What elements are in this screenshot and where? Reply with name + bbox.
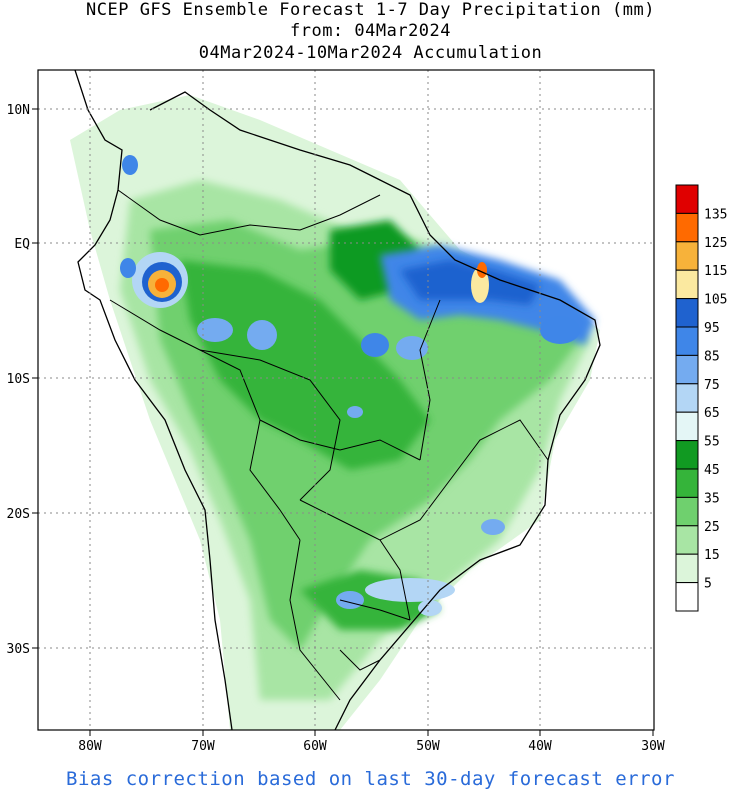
- precipitation-legend: 135 125 115 105 95 85 75 65 55 45 35 25 15 5: [675, 184, 727, 612]
- legend-label: 135: [704, 207, 727, 222]
- precip-65-75-south: [365, 578, 455, 602]
- bias-correction-note: Bias correction based on last 30-day for…: [66, 768, 675, 790]
- precip-75-85-patch-6: [481, 519, 505, 535]
- lat-tick-30s: 30S: [7, 642, 30, 657]
- map-title-line-1: NCEP GFS Ensemble Forecast 1-7 Day Preci…: [86, 0, 655, 20]
- precip-65-75-patch-8: [418, 600, 442, 616]
- legend-label: 55: [704, 435, 720, 450]
- precip-75-85-patch-4: [396, 336, 428, 360]
- lon-tick-30w: 30W: [641, 739, 665, 754]
- legend-swatch: [675, 269, 699, 300]
- precip-75-85-patch-5: [347, 406, 363, 418]
- legend-label: 105: [704, 293, 727, 308]
- precip-85-95-colombia: [122, 155, 138, 175]
- legend-label: 65: [704, 406, 720, 421]
- legend-label: 95: [704, 321, 720, 336]
- legend-swatch: [675, 525, 699, 555]
- map-frame: [37, 69, 655, 731]
- precip-75-85-patch-2: [247, 320, 277, 350]
- pacific-coastline: [74, 70, 233, 730]
- map-title-line-3: 04Mar2024-10Mar2024 Accumulation: [198, 43, 543, 63]
- legend-label: 35: [704, 491, 720, 506]
- legend-label: 115: [704, 264, 727, 279]
- lat-tick-20s: 20S: [7, 507, 30, 522]
- legend-label: 5: [704, 577, 712, 592]
- legend-label: 125: [704, 236, 727, 251]
- legend-swatch: [675, 212, 699, 243]
- legend-swatch: [675, 496, 699, 527]
- legend-swatch: [675, 326, 699, 356]
- precip-95-105-northeast: [400, 260, 540, 305]
- precipitation-fields: [70, 95, 600, 730]
- legend-label: 15: [704, 548, 720, 563]
- grid-lines: [38, 70, 654, 730]
- precip-35-45-area: [180, 260, 430, 470]
- atlantic-coastline: [149, 91, 601, 730]
- legend-swatch: [675, 383, 699, 413]
- legend-label: 25: [704, 520, 720, 535]
- axis-ticks: [32, 108, 654, 736]
- legend-label: 75: [704, 378, 720, 393]
- lat-tick-10n: 10N: [7, 103, 30, 118]
- precip-75-85-patch-1: [197, 318, 233, 342]
- lon-tick-40w: 40W: [528, 739, 552, 754]
- legend-swatch: [675, 553, 699, 584]
- precip-125-135-core: [477, 262, 487, 278]
- legend-swatch: [675, 298, 699, 328]
- precip-85-95-west-small: [120, 258, 136, 278]
- legend-label: 45: [704, 463, 720, 478]
- lat-tick-eq: EQ: [14, 237, 30, 252]
- lon-tick-60w: 60W: [303, 739, 327, 754]
- legend-swatch: [675, 354, 699, 385]
- legend-label: 85: [704, 349, 720, 364]
- map-title-line-2: from: 04Mar2024: [289, 21, 452, 41]
- precip-125-135-west: [155, 278, 169, 292]
- precip-85-95-patch-3: [361, 333, 389, 357]
- lon-tick-50w: 50W: [416, 739, 440, 754]
- legend-swatch: [675, 440, 699, 470]
- legend-swatch: [675, 468, 699, 498]
- legend-swatch: [675, 184, 699, 214]
- lat-tick-10s: 10S: [7, 372, 30, 387]
- lon-tick-80w: 80W: [78, 739, 102, 754]
- legend-swatch: [675, 411, 699, 442]
- legend-swatch: [675, 582, 699, 612]
- lon-tick-70w: 70W: [191, 739, 215, 754]
- precip-85-95-east-tip: [540, 316, 580, 344]
- legend-swatch: [675, 241, 699, 271]
